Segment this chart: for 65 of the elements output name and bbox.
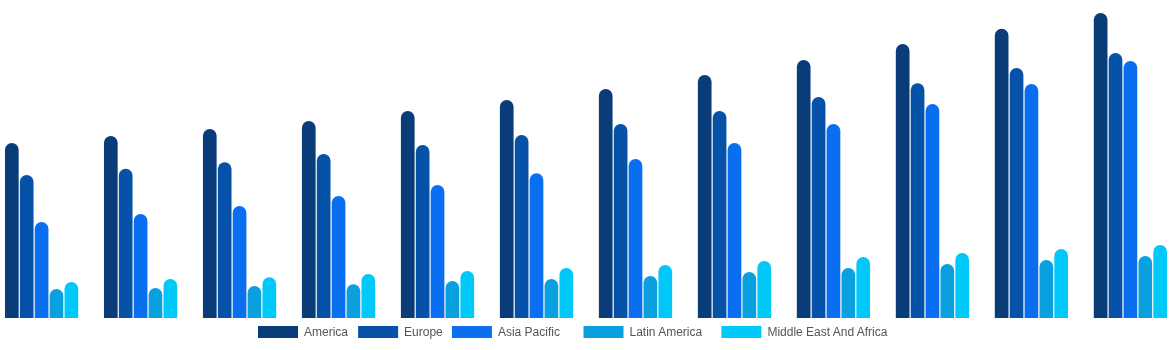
bar [643,275,658,318]
bar [925,103,940,318]
bar [712,110,727,318]
bar [361,274,376,318]
bar [658,264,673,318]
bar [103,135,118,318]
legend-label: Middle East And Africa [767,325,888,339]
bar [544,278,559,318]
bar [697,74,712,318]
bar [19,174,34,318]
bar [1054,249,1069,318]
bar [826,124,841,318]
bar [757,260,772,318]
bar [301,120,316,318]
bar [247,285,262,318]
bar [1009,67,1024,318]
bar [796,59,811,318]
bar [262,277,277,318]
bar [514,135,529,318]
bar [841,267,856,318]
bar [4,142,19,318]
bar [1153,245,1168,318]
bar [445,281,460,318]
bar [316,153,331,318]
bar [1093,13,1108,318]
bar [598,88,613,318]
bar [1123,60,1138,318]
bar [1039,260,1054,318]
bar [232,206,247,318]
legend-label: Europe [404,325,444,339]
bar [628,159,643,318]
bar [133,214,148,318]
bar [118,168,133,318]
legend-label: Latin America [629,325,703,339]
bar [64,282,79,318]
bar [49,289,64,318]
bar [499,99,514,318]
legend-label: America [304,325,349,339]
bar [163,278,178,318]
bar [856,257,871,318]
bar [460,271,475,318]
bar [895,44,910,318]
legend-label: Asia Pacific [497,325,560,339]
bar [910,83,925,318]
bar [742,271,757,318]
bar [811,96,826,318]
bar [994,28,1009,318]
bar [559,267,574,318]
bar [955,253,970,318]
bar [940,264,955,318]
bar [34,221,49,318]
bar [346,284,361,318]
bar [613,124,628,318]
bar [1024,84,1039,318]
bar [331,196,346,318]
bar [148,288,163,318]
bar [415,145,430,318]
bar [217,162,232,318]
bar [1138,256,1153,318]
bar [529,173,544,318]
bar [1108,52,1123,318]
bar [400,110,415,318]
bar [430,185,445,318]
bar [202,128,217,318]
bar [727,142,742,318]
